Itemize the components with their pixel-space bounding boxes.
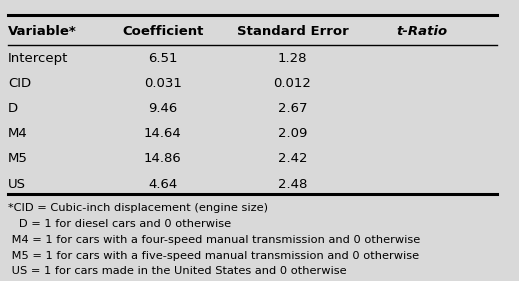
Text: M5: M5 (8, 153, 28, 166)
Text: M4: M4 (8, 127, 28, 140)
Text: US: US (8, 178, 26, 191)
Text: *CID = Cubic-inch displacement (engine size): *CID = Cubic-inch displacement (engine s… (8, 203, 268, 213)
Text: 2.42: 2.42 (278, 153, 307, 166)
Text: D: D (8, 102, 18, 115)
Text: CID: CID (8, 77, 31, 90)
Text: t-Ratio: t-Ratio (397, 25, 448, 38)
Text: 0.012: 0.012 (274, 77, 311, 90)
Text: M5 = 1 for cars with a five-speed manual transmission and 0 otherwise: M5 = 1 for cars with a five-speed manual… (8, 251, 419, 260)
Text: 4.64: 4.64 (148, 178, 177, 191)
Text: 6.51: 6.51 (148, 52, 177, 65)
Text: Standard Error: Standard Error (237, 25, 348, 38)
Text: D = 1 for diesel cars and 0 otherwise: D = 1 for diesel cars and 0 otherwise (8, 219, 231, 229)
Text: 2.67: 2.67 (278, 102, 307, 115)
Text: 2.09: 2.09 (278, 127, 307, 140)
Text: M4 = 1 for cars with a four-speed manual transmission and 0 otherwise: M4 = 1 for cars with a four-speed manual… (8, 235, 420, 245)
Text: 14.64: 14.64 (144, 127, 182, 140)
Text: Variable*: Variable* (8, 25, 76, 38)
Text: 14.86: 14.86 (144, 153, 182, 166)
Text: 2.48: 2.48 (278, 178, 307, 191)
Text: 9.46: 9.46 (148, 102, 177, 115)
Text: 1.28: 1.28 (278, 52, 307, 65)
Text: US = 1 for cars made in the United States and 0 otherwise: US = 1 for cars made in the United State… (8, 266, 346, 277)
Text: Intercept: Intercept (8, 52, 68, 65)
Text: Coefficient: Coefficient (122, 25, 203, 38)
Text: 0.031: 0.031 (144, 77, 182, 90)
